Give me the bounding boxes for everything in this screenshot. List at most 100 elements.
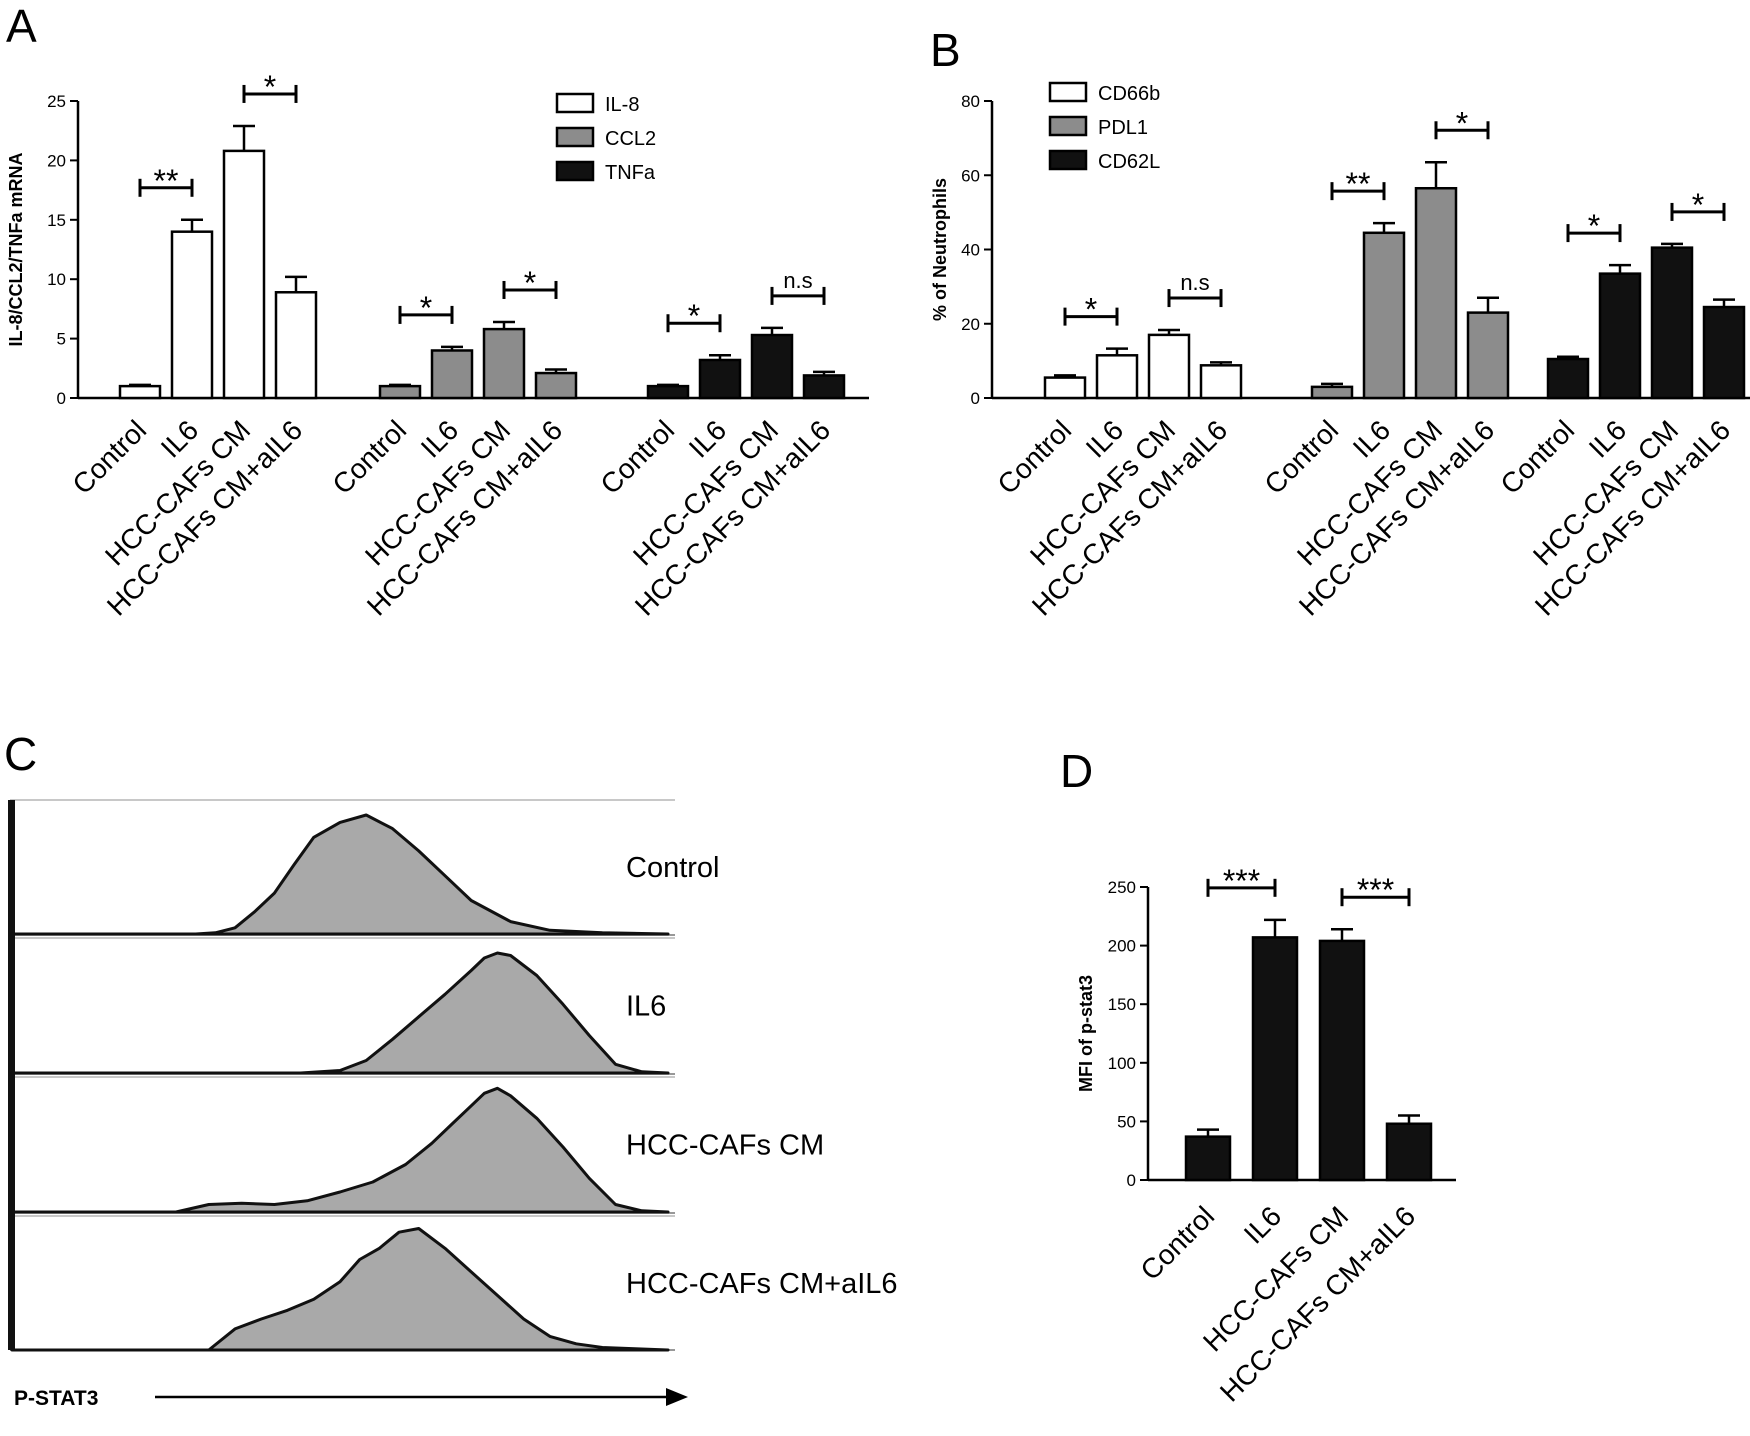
y-tick-label: 0 bbox=[971, 389, 980, 408]
significance-label: * bbox=[1692, 187, 1704, 223]
significance-label: ** bbox=[1346, 166, 1371, 202]
y-tick-label: 250 bbox=[1108, 878, 1136, 897]
bar bbox=[1318, 939, 1366, 1182]
bar bbox=[534, 371, 578, 400]
y-tick-label: 20 bbox=[961, 315, 980, 334]
legend-swatch bbox=[1048, 81, 1088, 103]
legend-swatch bbox=[1048, 149, 1088, 171]
bar bbox=[1385, 1122, 1433, 1182]
y-axis-title: IL-8/CCL2/TNFa mRNA bbox=[6, 152, 26, 346]
bar bbox=[1362, 231, 1406, 400]
y-tick-label: 5 bbox=[57, 330, 66, 349]
histogram-label: Control bbox=[626, 852, 720, 884]
legend-label: IL-8 bbox=[605, 94, 639, 116]
significance-label: * bbox=[688, 298, 700, 334]
significance-label: * bbox=[1456, 105, 1468, 141]
legend-swatch bbox=[555, 92, 595, 114]
bar bbox=[750, 333, 794, 400]
significance-label: *** bbox=[1357, 872, 1394, 908]
histogram-curve bbox=[10, 951, 670, 1075]
category-label: IL6 bbox=[1238, 1200, 1287, 1249]
bar bbox=[802, 374, 846, 400]
y-tick-label: 200 bbox=[1108, 937, 1136, 956]
significance-label: n.s bbox=[1180, 270, 1209, 295]
bar bbox=[698, 358, 742, 400]
bar bbox=[170, 230, 214, 400]
y-tick-label: 100 bbox=[1108, 1054, 1136, 1073]
y-tick-label: 80 bbox=[961, 92, 980, 111]
y-tick-label: 150 bbox=[1108, 995, 1136, 1014]
histogram-curve bbox=[10, 1227, 670, 1352]
legend-label: PDL1 bbox=[1098, 117, 1148, 139]
y-tick-label: 25 bbox=[47, 92, 66, 111]
bar bbox=[1310, 385, 1354, 400]
bar bbox=[1598, 272, 1642, 400]
bar bbox=[378, 384, 422, 400]
y-tick-label: 50 bbox=[1117, 1112, 1136, 1131]
y-tick-label: 60 bbox=[961, 166, 980, 185]
panel-letter-a: A bbox=[6, 0, 37, 52]
legend-swatch bbox=[555, 160, 595, 182]
panel-letter-b: B bbox=[930, 24, 961, 76]
legend-label: CCL2 bbox=[605, 128, 656, 150]
histogram-label: HCC-CAFs CM bbox=[626, 1130, 824, 1162]
bar bbox=[1650, 246, 1694, 400]
y-tick-label: 0 bbox=[57, 389, 66, 408]
histogram-left-axis bbox=[8, 800, 15, 1350]
bar bbox=[646, 384, 690, 400]
category-label: Control bbox=[991, 414, 1077, 500]
legend-label: TNFa bbox=[605, 162, 656, 184]
bar bbox=[1546, 357, 1590, 400]
legend-label: CD66b bbox=[1098, 83, 1160, 105]
bar bbox=[1466, 311, 1510, 400]
bar bbox=[274, 291, 318, 400]
significance-label: *** bbox=[1223, 863, 1260, 899]
significance-label: ** bbox=[154, 163, 179, 199]
y-axis-title: MFI of p-stat3 bbox=[1076, 975, 1096, 1092]
significance-label: * bbox=[1085, 292, 1097, 328]
bar bbox=[118, 384, 162, 400]
x-axis-title: P-STAT3 bbox=[14, 1387, 98, 1410]
bar bbox=[430, 349, 474, 400]
y-axis-title: % of Neutrophils bbox=[930, 178, 950, 321]
bar bbox=[482, 327, 526, 400]
bar bbox=[1702, 305, 1746, 400]
histogram-curve bbox=[10, 813, 670, 936]
panel-letter-d: D bbox=[1060, 745, 1093, 797]
significance-label: n.s bbox=[783, 268, 812, 293]
legend-swatch bbox=[1048, 115, 1088, 137]
bar bbox=[1095, 354, 1139, 400]
y-tick-label: 15 bbox=[47, 211, 66, 230]
significance-label: * bbox=[264, 69, 276, 105]
category-label: Control bbox=[1258, 414, 1344, 500]
bar bbox=[1043, 376, 1087, 400]
histogram-label: IL6 bbox=[626, 991, 666, 1023]
legend-swatch bbox=[555, 126, 595, 148]
panel-c-histograms: Control IL6 HCC-CAFs CM HCC-CAFs CM+aIL6 P-S… bbox=[8, 799, 898, 1410]
bar bbox=[1414, 186, 1458, 400]
y-tick-label: 40 bbox=[961, 241, 980, 260]
category-label: Control bbox=[594, 414, 680, 500]
legend-label: CD62L bbox=[1098, 151, 1160, 173]
histogram-label: HCC-CAFs CM+aIL6 bbox=[626, 1268, 898, 1300]
significance-label: * bbox=[1588, 208, 1600, 244]
significance-label: * bbox=[420, 290, 432, 326]
y-tick-label: 20 bbox=[47, 151, 66, 170]
y-tick-label: 0 bbox=[1127, 1171, 1136, 1190]
panel-letter-c: C bbox=[4, 728, 37, 780]
category-label: Control bbox=[1494, 414, 1580, 500]
category-label: Control bbox=[326, 414, 412, 500]
category-label: Control bbox=[66, 414, 152, 500]
histogram-curve bbox=[10, 1086, 670, 1214]
bar bbox=[1184, 1135, 1232, 1182]
bar bbox=[1199, 364, 1243, 400]
bar bbox=[1251, 936, 1299, 1182]
category-label: Control bbox=[1134, 1200, 1220, 1286]
x-axis-arrow-head bbox=[666, 1388, 688, 1406]
y-tick-label: 10 bbox=[47, 270, 66, 289]
bar bbox=[222, 149, 266, 400]
